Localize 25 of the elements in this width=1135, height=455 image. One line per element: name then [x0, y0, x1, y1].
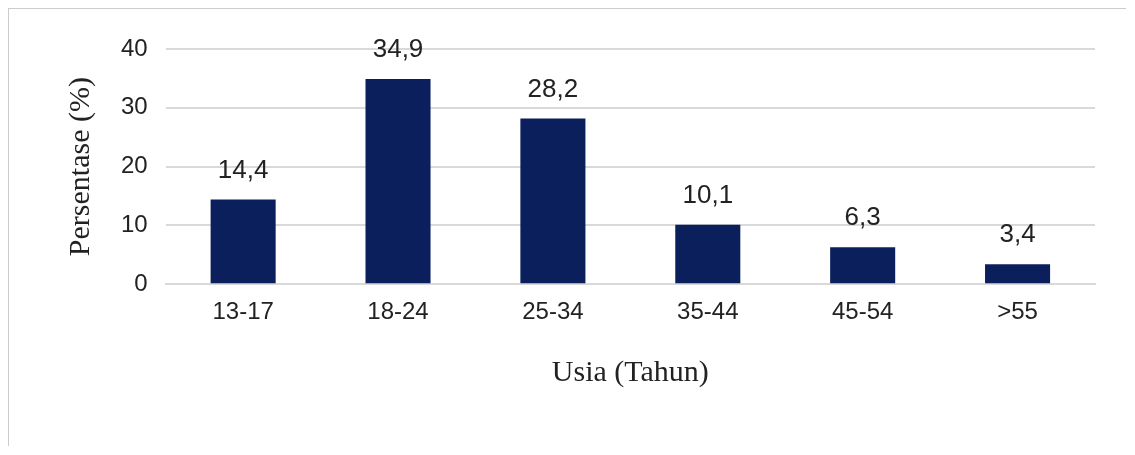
- bar: [365, 78, 431, 284]
- bar: [985, 264, 1051, 284]
- y-tick-label: 30: [120, 92, 148, 120]
- data-label: 28,2: [527, 72, 579, 103]
- y-tick-label: 0: [134, 268, 148, 296]
- bar: [210, 199, 276, 284]
- x-tick-label: 35-44: [677, 297, 739, 325]
- bar: [830, 247, 896, 284]
- x-tick-label: 18-24: [367, 297, 429, 325]
- y-axis-title: Persentase (%): [61, 77, 96, 257]
- x-tick-label: 13-17: [212, 297, 274, 325]
- data-label: 10,1: [682, 178, 734, 209]
- x-axis-title: Usia (Tahun): [551, 353, 709, 388]
- bar: [675, 224, 741, 284]
- x-tick-label: 25-34: [522, 297, 584, 325]
- bar: [520, 118, 586, 284]
- y-tick-label: 20: [120, 151, 148, 179]
- data-label: 3,4: [999, 218, 1036, 249]
- data-label: 34,9: [372, 33, 424, 64]
- y-tick-label: 40: [120, 33, 148, 61]
- data-label: 6,3: [844, 201, 881, 232]
- x-tick-label: 45-54: [831, 297, 894, 325]
- y-tick-label: 10: [120, 210, 148, 238]
- x-tick-label: >55: [997, 297, 1038, 325]
- data-label: 14,4: [217, 153, 269, 184]
